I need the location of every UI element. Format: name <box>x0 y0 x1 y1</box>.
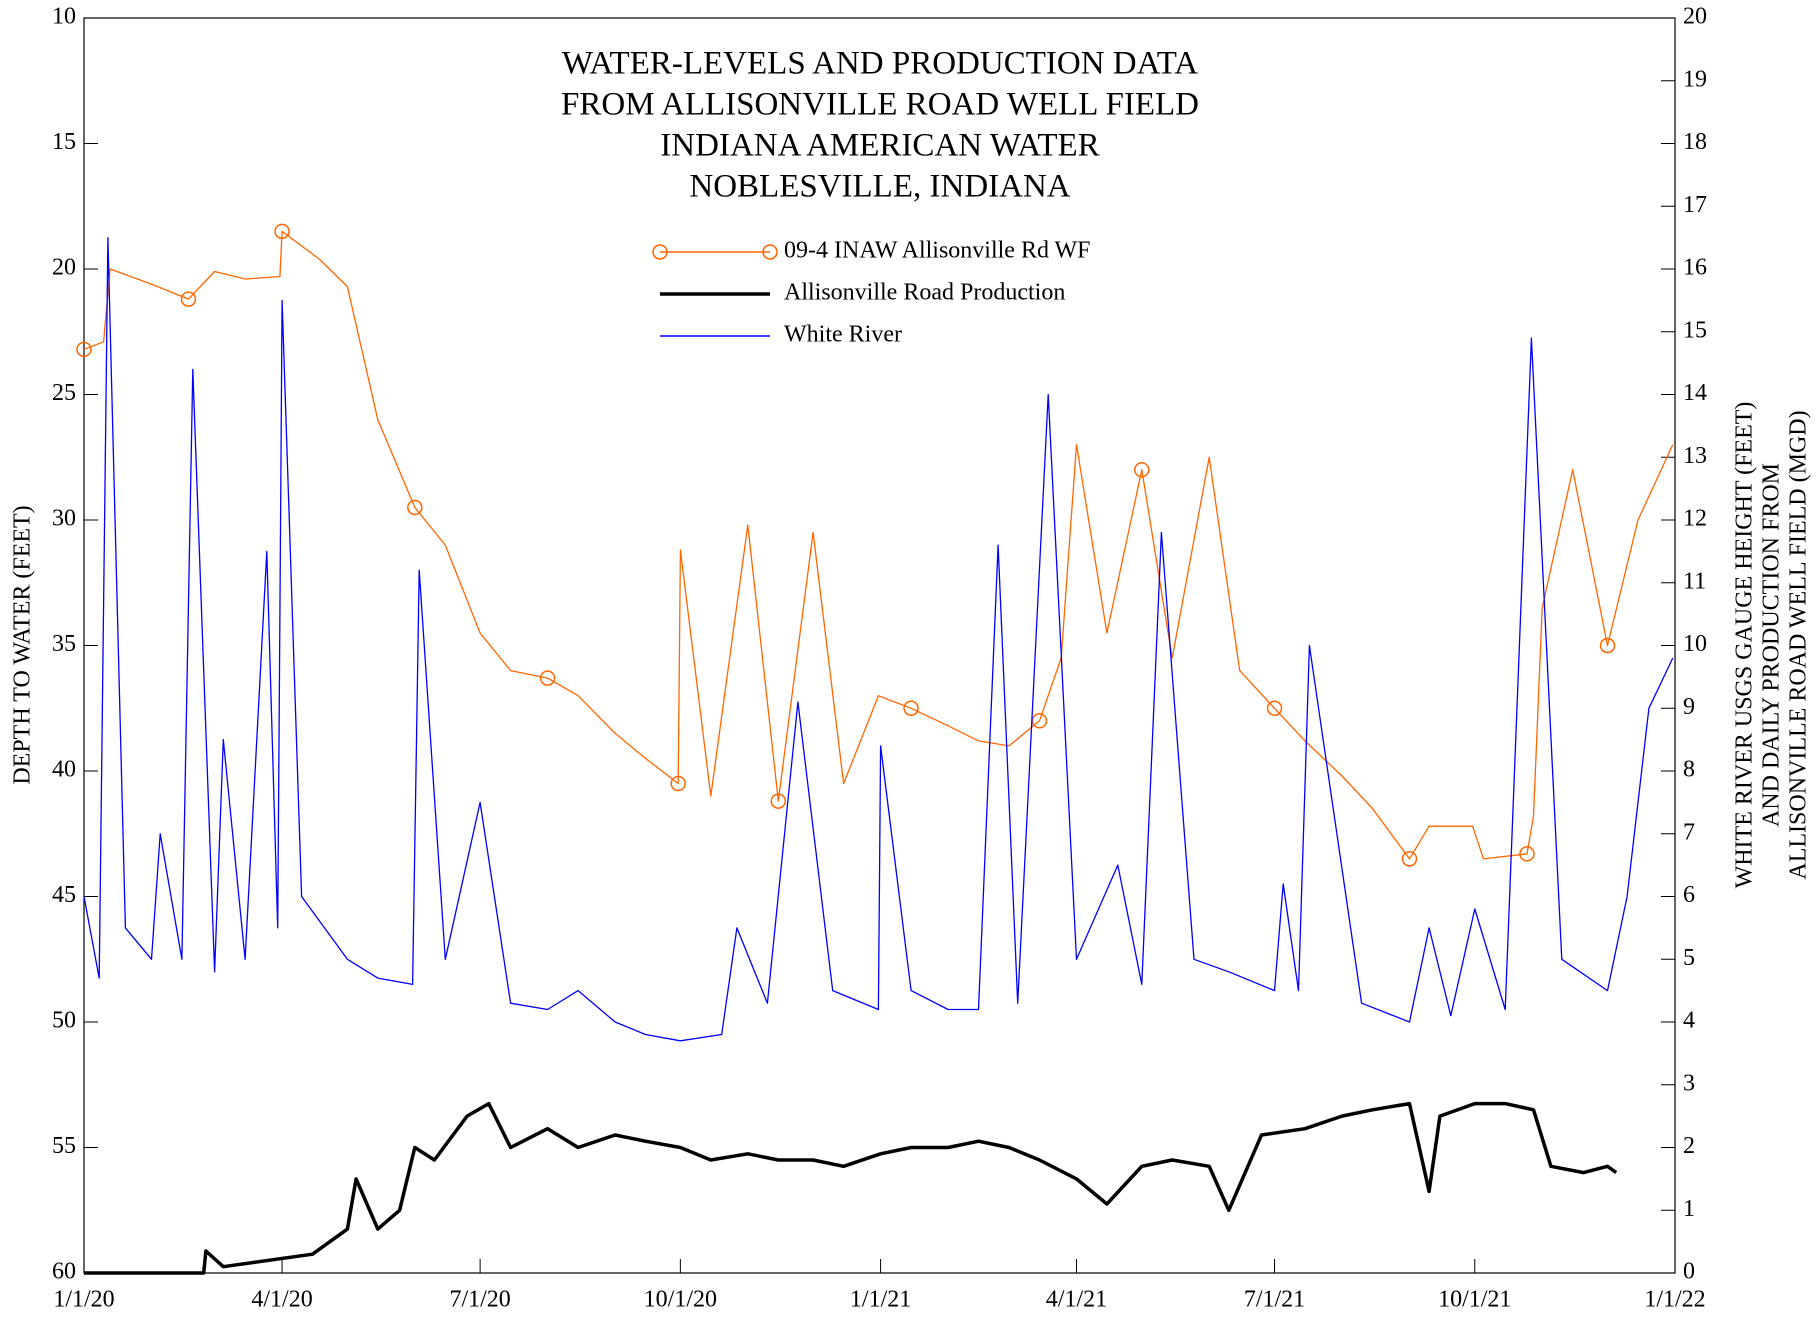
y-tick-label: 50 <box>52 1008 76 1034</box>
x-tick-label: 10/1/21 <box>1438 1287 1511 1313</box>
y2-tick-label: 18 <box>1683 129 1707 155</box>
x-tick-label: 7/1/20 <box>449 1287 510 1313</box>
y-tick-label: 35 <box>52 631 76 657</box>
y2-tick-label: 19 <box>1683 66 1707 92</box>
x-tick-label: 1/1/21 <box>850 1287 911 1313</box>
series-marker <box>1599 637 1616 654</box>
y2-tick-label: 10 <box>1683 631 1707 657</box>
y-tick-label: 15 <box>52 129 76 155</box>
series-line <box>84 1101 1618 1275</box>
plot-frame <box>83 17 1676 1274</box>
y2-tick-label: 20 <box>1683 4 1707 30</box>
y-tick-label: 55 <box>52 1133 76 1159</box>
y2-tick-label: 11 <box>1683 568 1706 594</box>
y2-tick-label: 3 <box>1683 1070 1695 1096</box>
y-axis-label: DEPTH TO WATER (FEET) <box>10 505 36 784</box>
chart-title: WATER-LEVELS AND PRODUCTION DATA <box>562 46 1198 82</box>
y2-tick-label: 12 <box>1683 506 1707 532</box>
series-marker <box>76 341 92 358</box>
series-marker <box>1266 700 1283 716</box>
series-marker <box>770 793 787 809</box>
y-tick-label: 20 <box>52 255 76 281</box>
y2-tick-label: 8 <box>1683 757 1695 783</box>
y2-tick-label: 17 <box>1683 192 1707 218</box>
y2-tick-label: 14 <box>1683 380 1707 406</box>
legend-label: White River <box>784 322 902 348</box>
chart-title: NOBLESVILLE, INDIANA <box>689 169 1070 205</box>
y2-axis-label: WHITE RIVER USGS GAUGE HEIGHT (FEET) <box>1732 402 1758 889</box>
series-marker <box>1134 462 1150 478</box>
y-tick-label: 40 <box>52 757 76 783</box>
y-tick-label: 25 <box>52 380 76 406</box>
x-tick-label: 7/1/21 <box>1244 1287 1305 1313</box>
series-marker <box>407 499 423 516</box>
y2-tick-label: 7 <box>1683 819 1695 845</box>
x-tick-label: 4/1/21 <box>1046 1287 1107 1313</box>
y2-tick-label: 16 <box>1683 255 1707 281</box>
y-tick-label: 30 <box>52 506 76 532</box>
series-marker <box>903 700 919 716</box>
y-tick-label: 45 <box>52 882 76 908</box>
y2-tick-label: 15 <box>1683 317 1707 343</box>
legend-marker <box>652 244 668 260</box>
y2-tick-label: 13 <box>1683 443 1707 469</box>
y2-axis-label: ALLISONVILLE ROAD WELL FIELD (MGD) <box>1786 410 1812 879</box>
legend-label: 09-4 INAW Allisonville Rd WF <box>784 238 1091 264</box>
series-marker <box>180 291 197 307</box>
y2-tick-label: 5 <box>1683 945 1695 971</box>
series-marker <box>670 775 686 792</box>
x-tick-label: 10/1/20 <box>644 1287 717 1313</box>
y-tick-label: 10 <box>52 4 76 30</box>
series-marker <box>1519 846 1535 862</box>
y2-tick-label: 0 <box>1683 1259 1695 1285</box>
x-tick-label: 1/1/20 <box>53 1287 114 1313</box>
series-line <box>83 230 1674 860</box>
legend-marker <box>762 244 778 260</box>
y-tick-label: 60 <box>52 1259 76 1285</box>
series-line <box>83 236 1674 1042</box>
legend-label: Allisonville Road Production <box>784 280 1065 306</box>
series-marker <box>1401 851 1418 867</box>
y2-tick-label: 1 <box>1683 1196 1695 1222</box>
y2-tick-label: 4 <box>1683 1008 1695 1034</box>
series-marker <box>274 223 290 240</box>
y2-tick-label: 6 <box>1683 882 1695 908</box>
y2-tick-label: 2 <box>1683 1133 1695 1159</box>
y2-axis-label: AND DAILY PRODUCTION FROM <box>1759 463 1785 827</box>
y2-tick-label: 9 <box>1683 694 1695 720</box>
chart-title: INDIANA AMERICAN WATER <box>660 128 1099 164</box>
x-tick-label: 4/1/20 <box>251 1287 312 1313</box>
series-marker <box>539 670 556 686</box>
chart-title: FROM ALLISONVILLE ROAD WELL FIELD <box>561 87 1199 123</box>
x-tick-label: 1/1/22 <box>1644 1287 1705 1313</box>
